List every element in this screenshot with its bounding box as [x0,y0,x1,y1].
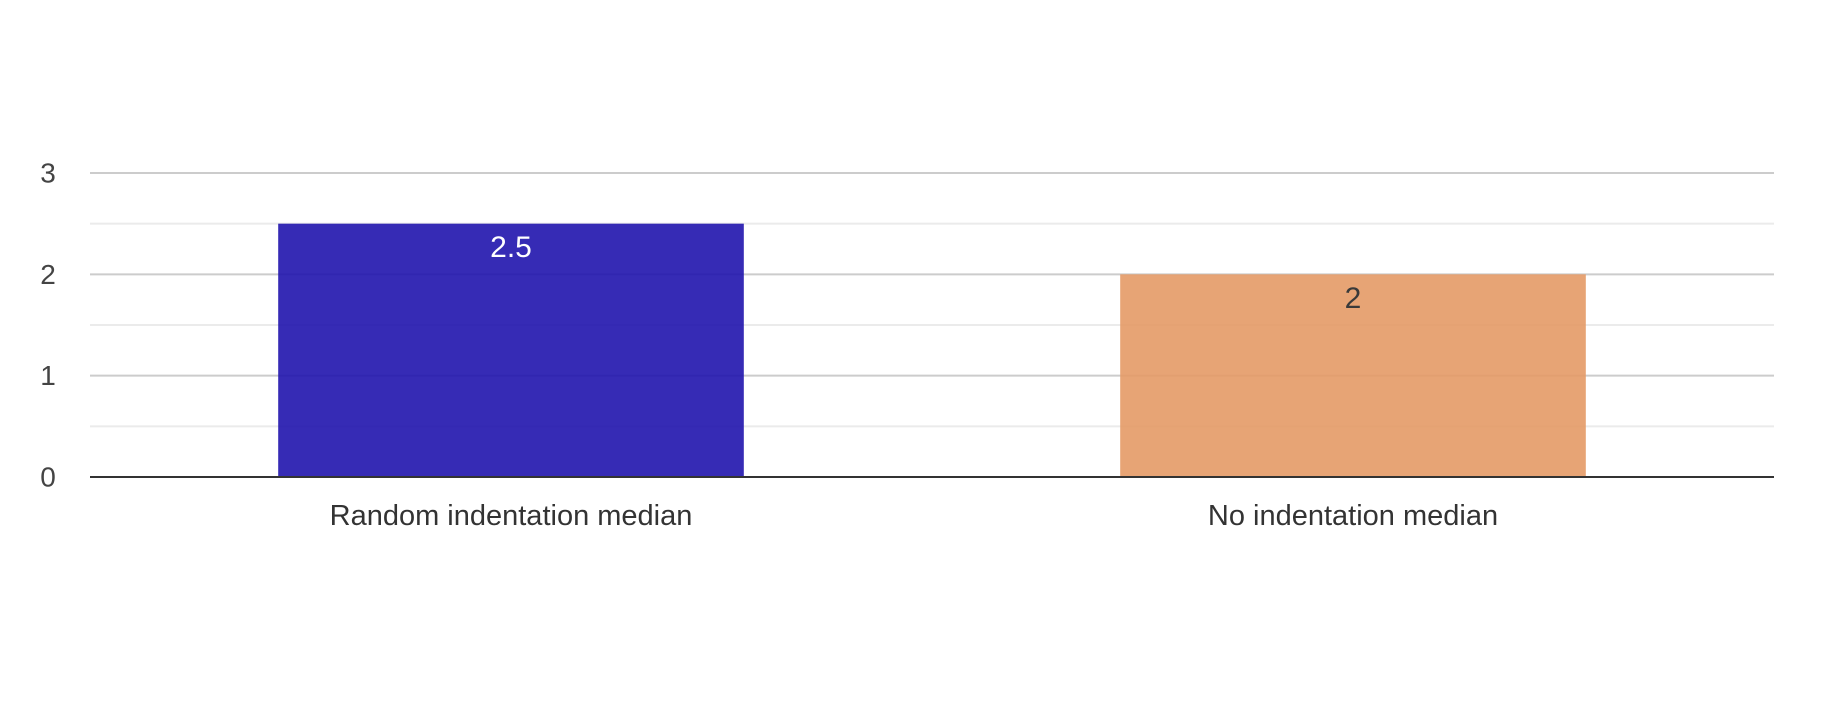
x-tick-label: No indentation median [1208,500,1498,532]
labels: 0 1 2 3 2.5 Random indentation median 2 No inde… [40,158,1498,533]
data-label: 2 [1345,282,1362,315]
y-tick-label: 2 [40,259,56,290]
y-tick-label: 0 [40,462,56,493]
y-tick-label: 1 [40,360,56,391]
y-tick-label: 3 [40,158,56,189]
bars [278,223,1586,477]
bar [278,223,744,477]
data-label: 2.5 [490,231,532,264]
bar [1120,274,1586,477]
x-tick-label: Random indentation median [330,500,693,532]
